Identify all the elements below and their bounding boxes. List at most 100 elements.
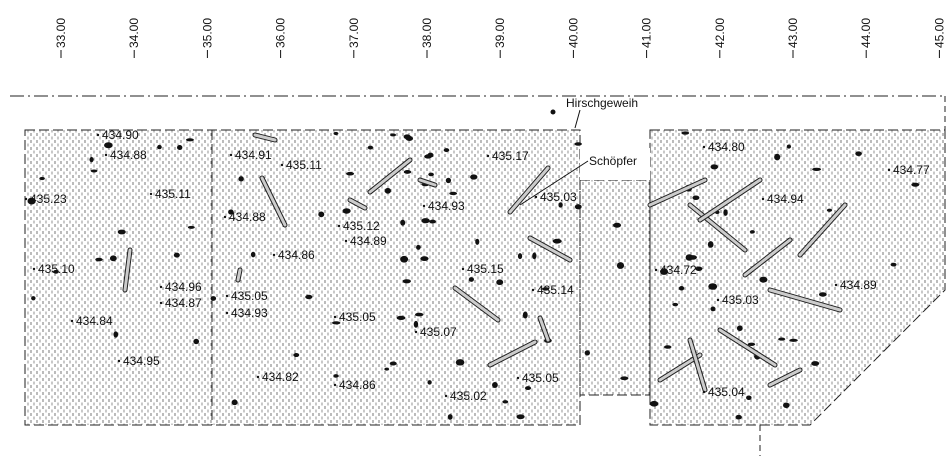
stone xyxy=(522,311,528,319)
survey-point xyxy=(333,383,337,387)
stone xyxy=(429,219,436,224)
grid-label: 41.00 xyxy=(640,18,654,48)
stone xyxy=(187,225,195,229)
stone xyxy=(517,253,523,260)
stone xyxy=(723,209,728,216)
bone-fill xyxy=(253,133,277,142)
survey-point xyxy=(534,195,538,199)
stone xyxy=(695,266,703,272)
annotations: Hirschgeweih Schöpfer xyxy=(519,96,638,206)
stone xyxy=(710,164,719,170)
stone xyxy=(558,202,563,208)
stone xyxy=(688,255,697,260)
stone xyxy=(193,338,200,345)
survey-point xyxy=(225,311,229,315)
elevation-label: 434.87 xyxy=(165,296,202,310)
annotation: Schöpfer xyxy=(589,154,637,168)
stone xyxy=(812,167,822,172)
bone-fill xyxy=(688,203,747,252)
elevation-label: 435.05 xyxy=(231,289,268,303)
elevation-label: 434.80 xyxy=(708,140,745,154)
stone xyxy=(173,252,180,258)
elevation-label: 434.96 xyxy=(165,280,202,294)
elevation-label: 434.88 xyxy=(229,210,266,224)
stone xyxy=(890,262,897,267)
stone xyxy=(104,142,113,149)
stone xyxy=(389,361,397,366)
stone xyxy=(613,222,622,228)
stone xyxy=(413,320,419,328)
grid-label: 39.00 xyxy=(493,18,507,48)
stone xyxy=(305,294,313,300)
stone xyxy=(402,279,411,284)
stone xyxy=(333,131,339,136)
elevation-label: 435.07 xyxy=(420,325,457,339)
survey-point xyxy=(414,330,418,334)
bone-fill xyxy=(508,166,550,214)
survey-point xyxy=(272,253,276,257)
bone-fill xyxy=(648,178,707,207)
stone xyxy=(681,131,690,135)
stone xyxy=(584,350,591,356)
bone-fill xyxy=(688,338,707,392)
survey-point xyxy=(32,267,36,271)
stone xyxy=(109,255,117,262)
stone xyxy=(778,337,786,341)
grid-label: 34.00 xyxy=(127,18,141,48)
stone xyxy=(574,204,582,210)
elevation-label: 434.82 xyxy=(262,370,299,384)
survey-point xyxy=(159,301,163,305)
survey-point xyxy=(716,298,720,302)
survey-point xyxy=(654,268,658,272)
stone xyxy=(384,367,390,371)
survey-point xyxy=(159,285,163,289)
survey-point xyxy=(486,154,490,158)
elevation-label: 435.15 xyxy=(467,262,504,276)
elevation-label: 435.12 xyxy=(343,219,380,233)
stone xyxy=(620,376,629,381)
stone xyxy=(231,399,238,406)
stone xyxy=(786,144,792,149)
stone xyxy=(416,244,421,250)
stone xyxy=(502,400,509,404)
elevation-label: 435.23 xyxy=(30,192,67,206)
stone xyxy=(331,321,341,325)
stone xyxy=(90,169,98,173)
stone xyxy=(117,229,126,235)
stone xyxy=(707,241,714,248)
stone xyxy=(811,361,820,366)
stone xyxy=(672,302,679,307)
grid-label: 33.00 xyxy=(54,18,68,48)
survey-point xyxy=(887,168,891,172)
stone xyxy=(525,386,532,391)
finds xyxy=(27,131,920,420)
stone xyxy=(403,134,411,140)
elevation-label: 435.03 xyxy=(540,190,577,204)
survey-point xyxy=(337,224,341,228)
stone xyxy=(95,257,103,262)
bone-fill xyxy=(488,340,537,367)
stone xyxy=(710,306,716,312)
grid-label: 36.00 xyxy=(274,18,288,48)
stone xyxy=(708,283,718,290)
bone-fill xyxy=(718,328,777,367)
stone xyxy=(783,402,790,409)
bone-fill xyxy=(418,178,437,187)
stone xyxy=(400,219,406,226)
stone xyxy=(210,296,217,301)
stone xyxy=(113,331,119,338)
bone-fill xyxy=(538,316,550,342)
bone-fill xyxy=(236,268,242,282)
survey-point xyxy=(96,133,100,137)
elevation-label: 434.93 xyxy=(428,199,465,213)
stone xyxy=(470,174,478,180)
survey-point xyxy=(229,153,233,157)
elevation-label: 435.03 xyxy=(722,293,759,307)
stone xyxy=(818,292,827,297)
survey-point xyxy=(223,215,227,219)
stone xyxy=(663,345,672,349)
stone xyxy=(911,182,920,187)
elevation-label: 434.89 xyxy=(350,234,387,248)
stone xyxy=(39,176,45,181)
